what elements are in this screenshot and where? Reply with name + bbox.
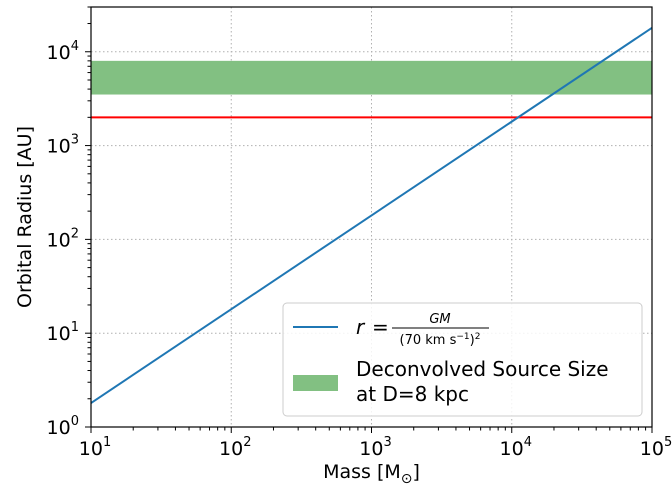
legend-band-label-line1: Deconvolved Source Size xyxy=(356,357,609,381)
legend-band-label-line2: at D=8 kpc xyxy=(356,382,469,406)
x-tick-label: 103 xyxy=(359,435,391,460)
legend-band-swatch xyxy=(293,375,338,391)
x-tick-label: 104 xyxy=(500,435,532,460)
series-layer xyxy=(90,26,653,404)
y-tick-label: 103 xyxy=(47,133,79,158)
x-tick-label: 101 xyxy=(79,435,111,460)
legend: r = GM (70 km s−1)2 Deconvolved Source S… xyxy=(282,302,643,417)
legend-formula-numerator: GM xyxy=(429,312,450,327)
x-tick-label: 105 xyxy=(640,435,672,460)
source-size-band xyxy=(91,60,652,95)
legend-formula-r: r xyxy=(356,315,366,339)
y-tick-label: 104 xyxy=(47,39,79,64)
band-layer xyxy=(91,60,652,95)
legend-formula-denominator: (70 km s−1)2 xyxy=(400,332,481,348)
ticks xyxy=(85,6,653,433)
legend-formula: r = GM (70 km s−1)2 xyxy=(356,312,489,348)
y-axis-label: Orbital Radius [AU] xyxy=(14,126,36,308)
x-tick-label: 102 xyxy=(219,435,251,460)
legend-formula-eq: = xyxy=(372,315,389,339)
series-line xyxy=(90,26,653,404)
y-tick-label: 102 xyxy=(47,226,79,251)
legend-box xyxy=(282,302,643,417)
y-tick-label: 100 xyxy=(47,414,79,439)
x-axis-label: Mass [M⊙] xyxy=(323,461,420,485)
y-tick-label: 101 xyxy=(47,320,79,345)
